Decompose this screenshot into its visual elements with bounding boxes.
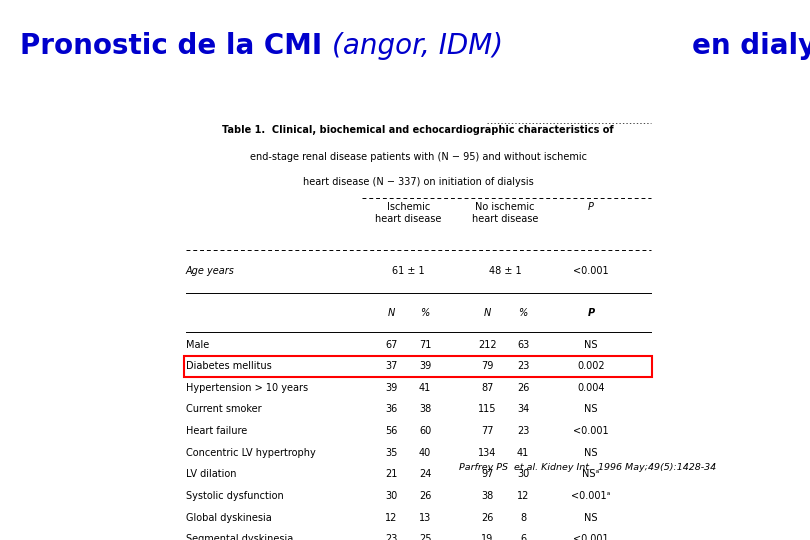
Text: NS: NS [584, 448, 598, 458]
Text: 6: 6 [520, 534, 526, 540]
Text: 115: 115 [478, 404, 497, 415]
Text: 48 ± 1: 48 ± 1 [489, 266, 522, 276]
Text: NS: NS [584, 340, 598, 349]
Text: 36: 36 [385, 404, 398, 415]
Text: 26: 26 [481, 512, 493, 523]
Text: NS: NS [584, 512, 598, 523]
Text: 79: 79 [481, 361, 493, 372]
Text: 23: 23 [517, 426, 529, 436]
Text: Pronostic de la CMI: Pronostic de la CMI [20, 32, 332, 60]
Text: en dialyse: en dialyse [692, 32, 810, 60]
Text: 30: 30 [517, 469, 529, 480]
Text: 212: 212 [478, 340, 497, 349]
Text: 26: 26 [517, 383, 529, 393]
Text: Current smoker: Current smoker [186, 404, 262, 415]
Text: No ischemic
heart disease: No ischemic heart disease [472, 202, 539, 224]
Text: Age years: Age years [186, 266, 235, 276]
Text: LV dilation: LV dilation [186, 469, 237, 480]
Text: 77: 77 [481, 426, 493, 436]
Text: Heart failure: Heart failure [186, 426, 247, 436]
Text: P: P [587, 308, 595, 318]
Text: 37: 37 [385, 361, 398, 372]
Text: 35: 35 [385, 448, 398, 458]
Text: Segmental dyskinesia: Segmental dyskinesia [186, 534, 293, 540]
Text: <0.001ᵃ: <0.001ᵃ [571, 491, 611, 501]
Text: 26: 26 [419, 491, 432, 501]
Text: 39: 39 [419, 361, 431, 372]
Text: (angor, IDM): (angor, IDM) [332, 32, 512, 60]
Text: 0.004: 0.004 [578, 383, 604, 393]
Text: 39: 39 [385, 383, 398, 393]
Text: N: N [388, 308, 395, 318]
Text: 38: 38 [481, 491, 493, 501]
Text: NS: NS [584, 404, 598, 415]
Text: Hypertension > 10 years: Hypertension > 10 years [186, 383, 308, 393]
Text: 34: 34 [517, 404, 529, 415]
Text: N: N [484, 308, 491, 318]
Text: <0.001: <0.001 [573, 426, 608, 436]
Text: 61 ± 1: 61 ± 1 [392, 266, 424, 276]
Text: P: P [588, 202, 594, 212]
Text: <0.001: <0.001 [573, 534, 608, 540]
Text: 13: 13 [419, 512, 431, 523]
Text: 67: 67 [385, 340, 398, 349]
Text: 56: 56 [385, 426, 398, 436]
Text: Table 1.  Clinical, biochemical and echocardiographic characteristics of: Table 1. Clinical, biochemical and echoc… [223, 125, 614, 135]
Text: <0.001: <0.001 [573, 266, 608, 276]
Text: 41: 41 [419, 383, 431, 393]
Text: 30: 30 [385, 491, 398, 501]
Text: Diabetes mellitus: Diabetes mellitus [186, 361, 271, 372]
Text: 60: 60 [419, 426, 431, 436]
Text: 38: 38 [419, 404, 431, 415]
Text: 87: 87 [481, 383, 493, 393]
Text: 41: 41 [517, 448, 529, 458]
Text: NSᵃ: NSᵃ [582, 469, 599, 480]
Text: Global dyskinesia: Global dyskinesia [186, 512, 271, 523]
Text: 71: 71 [419, 340, 432, 349]
Text: 8: 8 [520, 512, 526, 523]
Text: 12: 12 [517, 491, 529, 501]
Text: %: % [420, 308, 430, 318]
Text: Systolic dysfunction: Systolic dysfunction [186, 491, 284, 501]
Text: 97: 97 [481, 469, 493, 480]
Text: Ischemic
heart disease: Ischemic heart disease [375, 202, 441, 224]
Text: %: % [518, 308, 528, 318]
Text: end-stage renal disease patients with (N − 95) and without ischemic: end-stage renal disease patients with (N… [249, 152, 586, 162]
Text: 25: 25 [419, 534, 432, 540]
Text: 23: 23 [517, 361, 529, 372]
Text: Parfrey PS  et al. Kidney Int.  1996 May;49(5):1428-34: Parfrey PS et al. Kidney Int. 1996 May;4… [459, 463, 716, 472]
Text: Concentric LV hypertrophy: Concentric LV hypertrophy [186, 448, 316, 458]
Text: 12: 12 [385, 512, 398, 523]
Text: 134: 134 [478, 448, 497, 458]
Text: Male: Male [186, 340, 209, 349]
Text: 21: 21 [385, 469, 398, 480]
Text: 24: 24 [419, 469, 432, 480]
Text: heart disease (N − 337) on initiation of dialysis: heart disease (N − 337) on initiation of… [303, 177, 534, 187]
Text: 40: 40 [419, 448, 431, 458]
Text: 19: 19 [481, 534, 493, 540]
Text: 23: 23 [385, 534, 398, 540]
Text: 0.002: 0.002 [577, 361, 605, 372]
Text: 63: 63 [517, 340, 529, 349]
